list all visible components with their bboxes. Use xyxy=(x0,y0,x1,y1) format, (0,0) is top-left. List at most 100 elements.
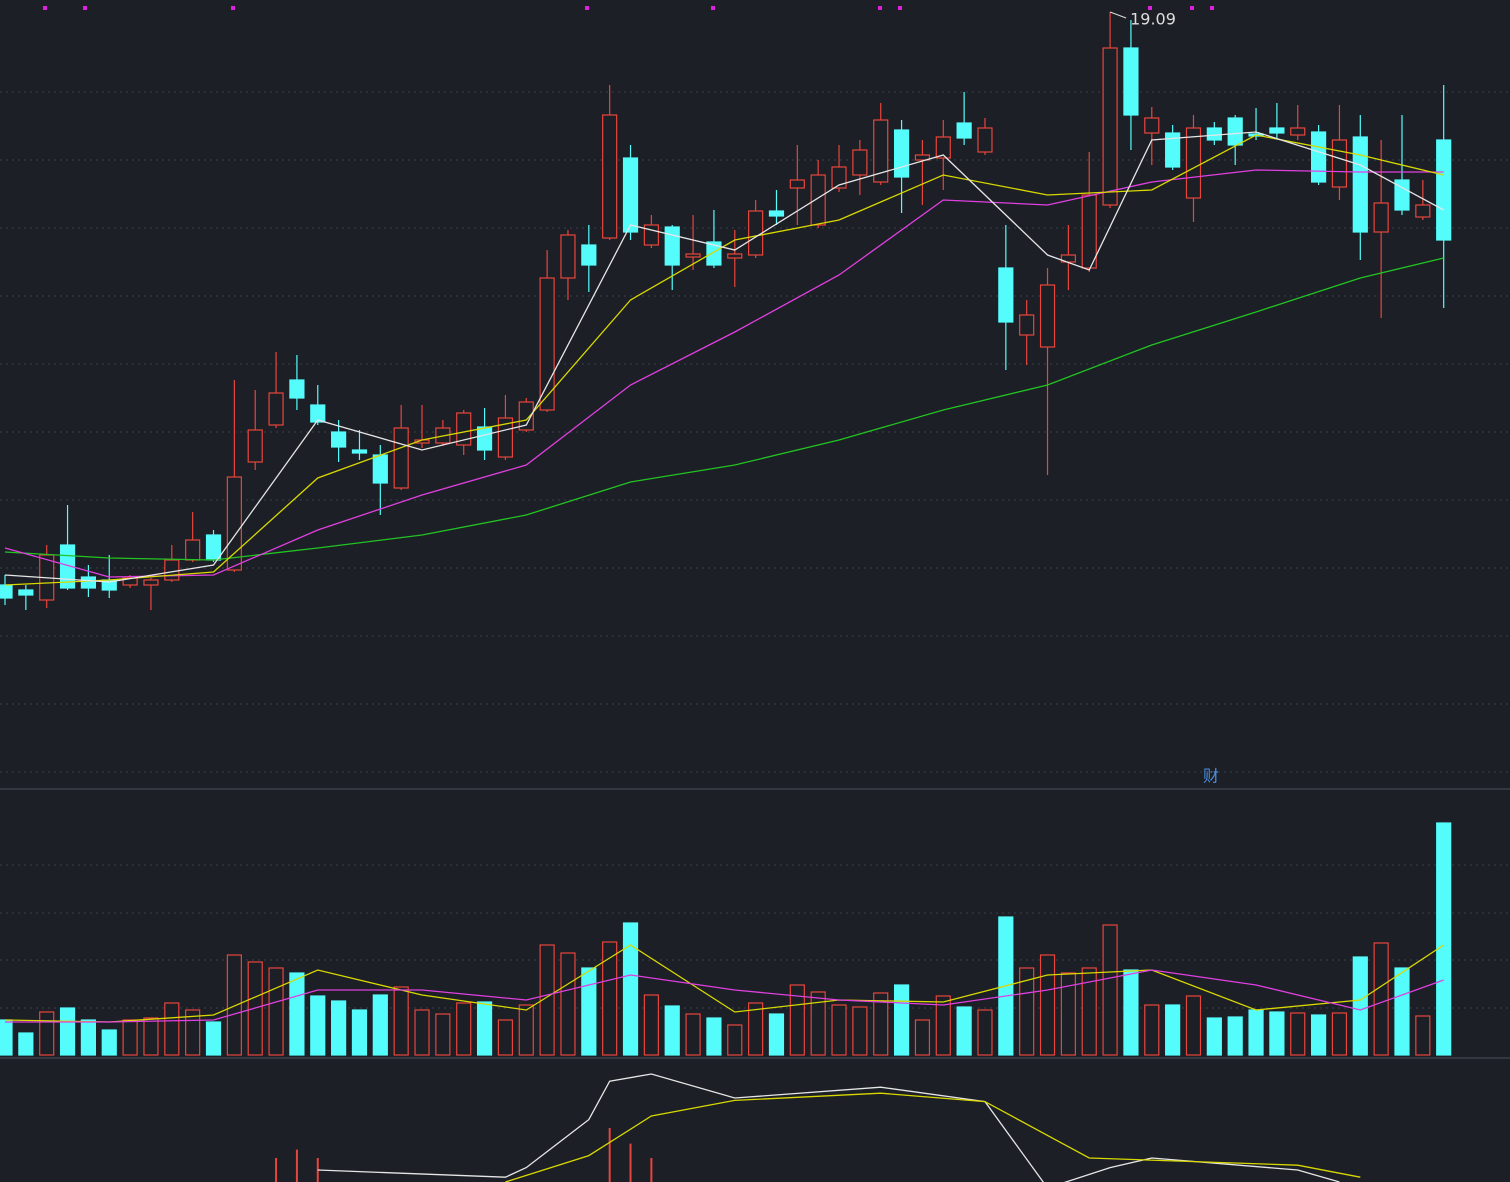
candle-body xyxy=(289,379,305,399)
volume-bar xyxy=(101,1029,117,1056)
candle-body xyxy=(80,576,97,589)
volume-bar xyxy=(1102,924,1118,1056)
volume-bar xyxy=(560,952,576,1056)
candle-body xyxy=(1123,47,1139,116)
volume-bar xyxy=(935,995,951,1056)
candle-body xyxy=(706,241,722,266)
candle-body xyxy=(1019,314,1035,336)
volume-bar xyxy=(289,972,305,1056)
volume-bar xyxy=(1436,822,1452,1056)
candle-body xyxy=(810,174,826,226)
candle-body xyxy=(685,253,701,258)
volume-bar xyxy=(1352,956,1368,1056)
candle-body xyxy=(1269,127,1285,134)
volume-bar xyxy=(727,1024,743,1056)
volume-bar xyxy=(706,1017,722,1056)
volume-bar xyxy=(1165,1004,1181,1056)
candle-body xyxy=(831,166,847,189)
volume-bar xyxy=(622,922,639,1056)
indicator-panel xyxy=(275,1073,1361,1182)
volume-bar xyxy=(685,1013,701,1056)
volume-bar xyxy=(852,1006,868,1056)
volume-bar xyxy=(1248,1009,1264,1056)
candle-body xyxy=(768,210,785,217)
signal-dots xyxy=(43,6,1214,10)
candle-body xyxy=(873,119,889,183)
candle-body xyxy=(914,154,931,161)
volume-bar xyxy=(1394,967,1410,1056)
volume-bar xyxy=(59,1007,76,1056)
indicator-line xyxy=(4,134,1444,586)
volume-bar xyxy=(1269,1011,1285,1056)
candle-body xyxy=(852,149,868,176)
candle-body xyxy=(518,401,534,431)
indicator-line xyxy=(4,257,1444,561)
volume-bar xyxy=(185,1009,201,1056)
volume-bar xyxy=(518,1004,534,1056)
volume-bar xyxy=(810,991,826,1056)
indicator-line xyxy=(505,1092,1361,1182)
candle-body xyxy=(602,114,618,239)
candle-body xyxy=(1415,204,1431,218)
candle-body xyxy=(226,476,242,571)
candle-body xyxy=(310,404,326,423)
volume-bar xyxy=(1144,1004,1160,1056)
volume-bar xyxy=(1290,1012,1306,1056)
volume-bar xyxy=(393,986,409,1056)
candle-body xyxy=(1081,194,1097,269)
volume-bar xyxy=(768,1013,785,1056)
volume-bar xyxy=(122,1019,138,1056)
candle-body xyxy=(789,179,805,189)
candle-body xyxy=(18,589,34,596)
volume-bar xyxy=(226,954,242,1056)
candle-body xyxy=(664,226,680,266)
candle-body xyxy=(1102,47,1118,206)
volume-bar xyxy=(1227,1016,1243,1056)
volume-bar xyxy=(497,1019,514,1056)
volume-bar xyxy=(977,1009,993,1056)
candle-body xyxy=(185,539,201,561)
candle-body xyxy=(331,431,347,448)
candle-body xyxy=(247,429,263,463)
volume-bar xyxy=(1415,1015,1431,1056)
candle-body xyxy=(164,559,180,581)
annotation-arrow xyxy=(1109,11,1127,19)
candle-body xyxy=(977,127,993,153)
volume-bar xyxy=(539,944,555,1056)
volume-bar xyxy=(18,1032,34,1056)
candle-body xyxy=(935,136,951,159)
volume-bar xyxy=(789,984,805,1056)
candle-body xyxy=(268,392,284,426)
indicator-line xyxy=(5,969,1444,1023)
volume-bar xyxy=(414,1009,430,1056)
candle-body xyxy=(893,129,910,178)
indicator-line xyxy=(4,169,1444,578)
candle-body xyxy=(560,234,576,279)
volume-bar xyxy=(1310,1014,1327,1056)
volume-bar xyxy=(914,1019,931,1056)
marker-label: 财 xyxy=(1203,767,1219,786)
candle-body xyxy=(497,417,514,458)
volume-bar xyxy=(476,1001,493,1056)
candle-body xyxy=(1185,127,1202,199)
volume-bar xyxy=(664,1005,680,1056)
candle-body xyxy=(1352,136,1368,233)
candle-body xyxy=(0,584,13,599)
volume-bar xyxy=(1019,967,1035,1056)
volume-bar xyxy=(748,1002,764,1056)
volume-bar xyxy=(80,1019,97,1056)
candle-body xyxy=(643,224,659,246)
candle-body xyxy=(1436,139,1452,241)
volume-bar xyxy=(351,1009,368,1056)
volume-bar xyxy=(331,1000,347,1056)
candle-body xyxy=(351,449,368,454)
candle-body xyxy=(1290,127,1306,136)
volume-bar xyxy=(435,1013,451,1056)
volume-bar xyxy=(602,941,618,1056)
volume-bar xyxy=(205,1021,222,1056)
candle-body xyxy=(1039,284,1056,348)
volume-bar xyxy=(643,994,659,1056)
volume-bar xyxy=(164,1002,180,1056)
candle-body xyxy=(1206,127,1222,141)
